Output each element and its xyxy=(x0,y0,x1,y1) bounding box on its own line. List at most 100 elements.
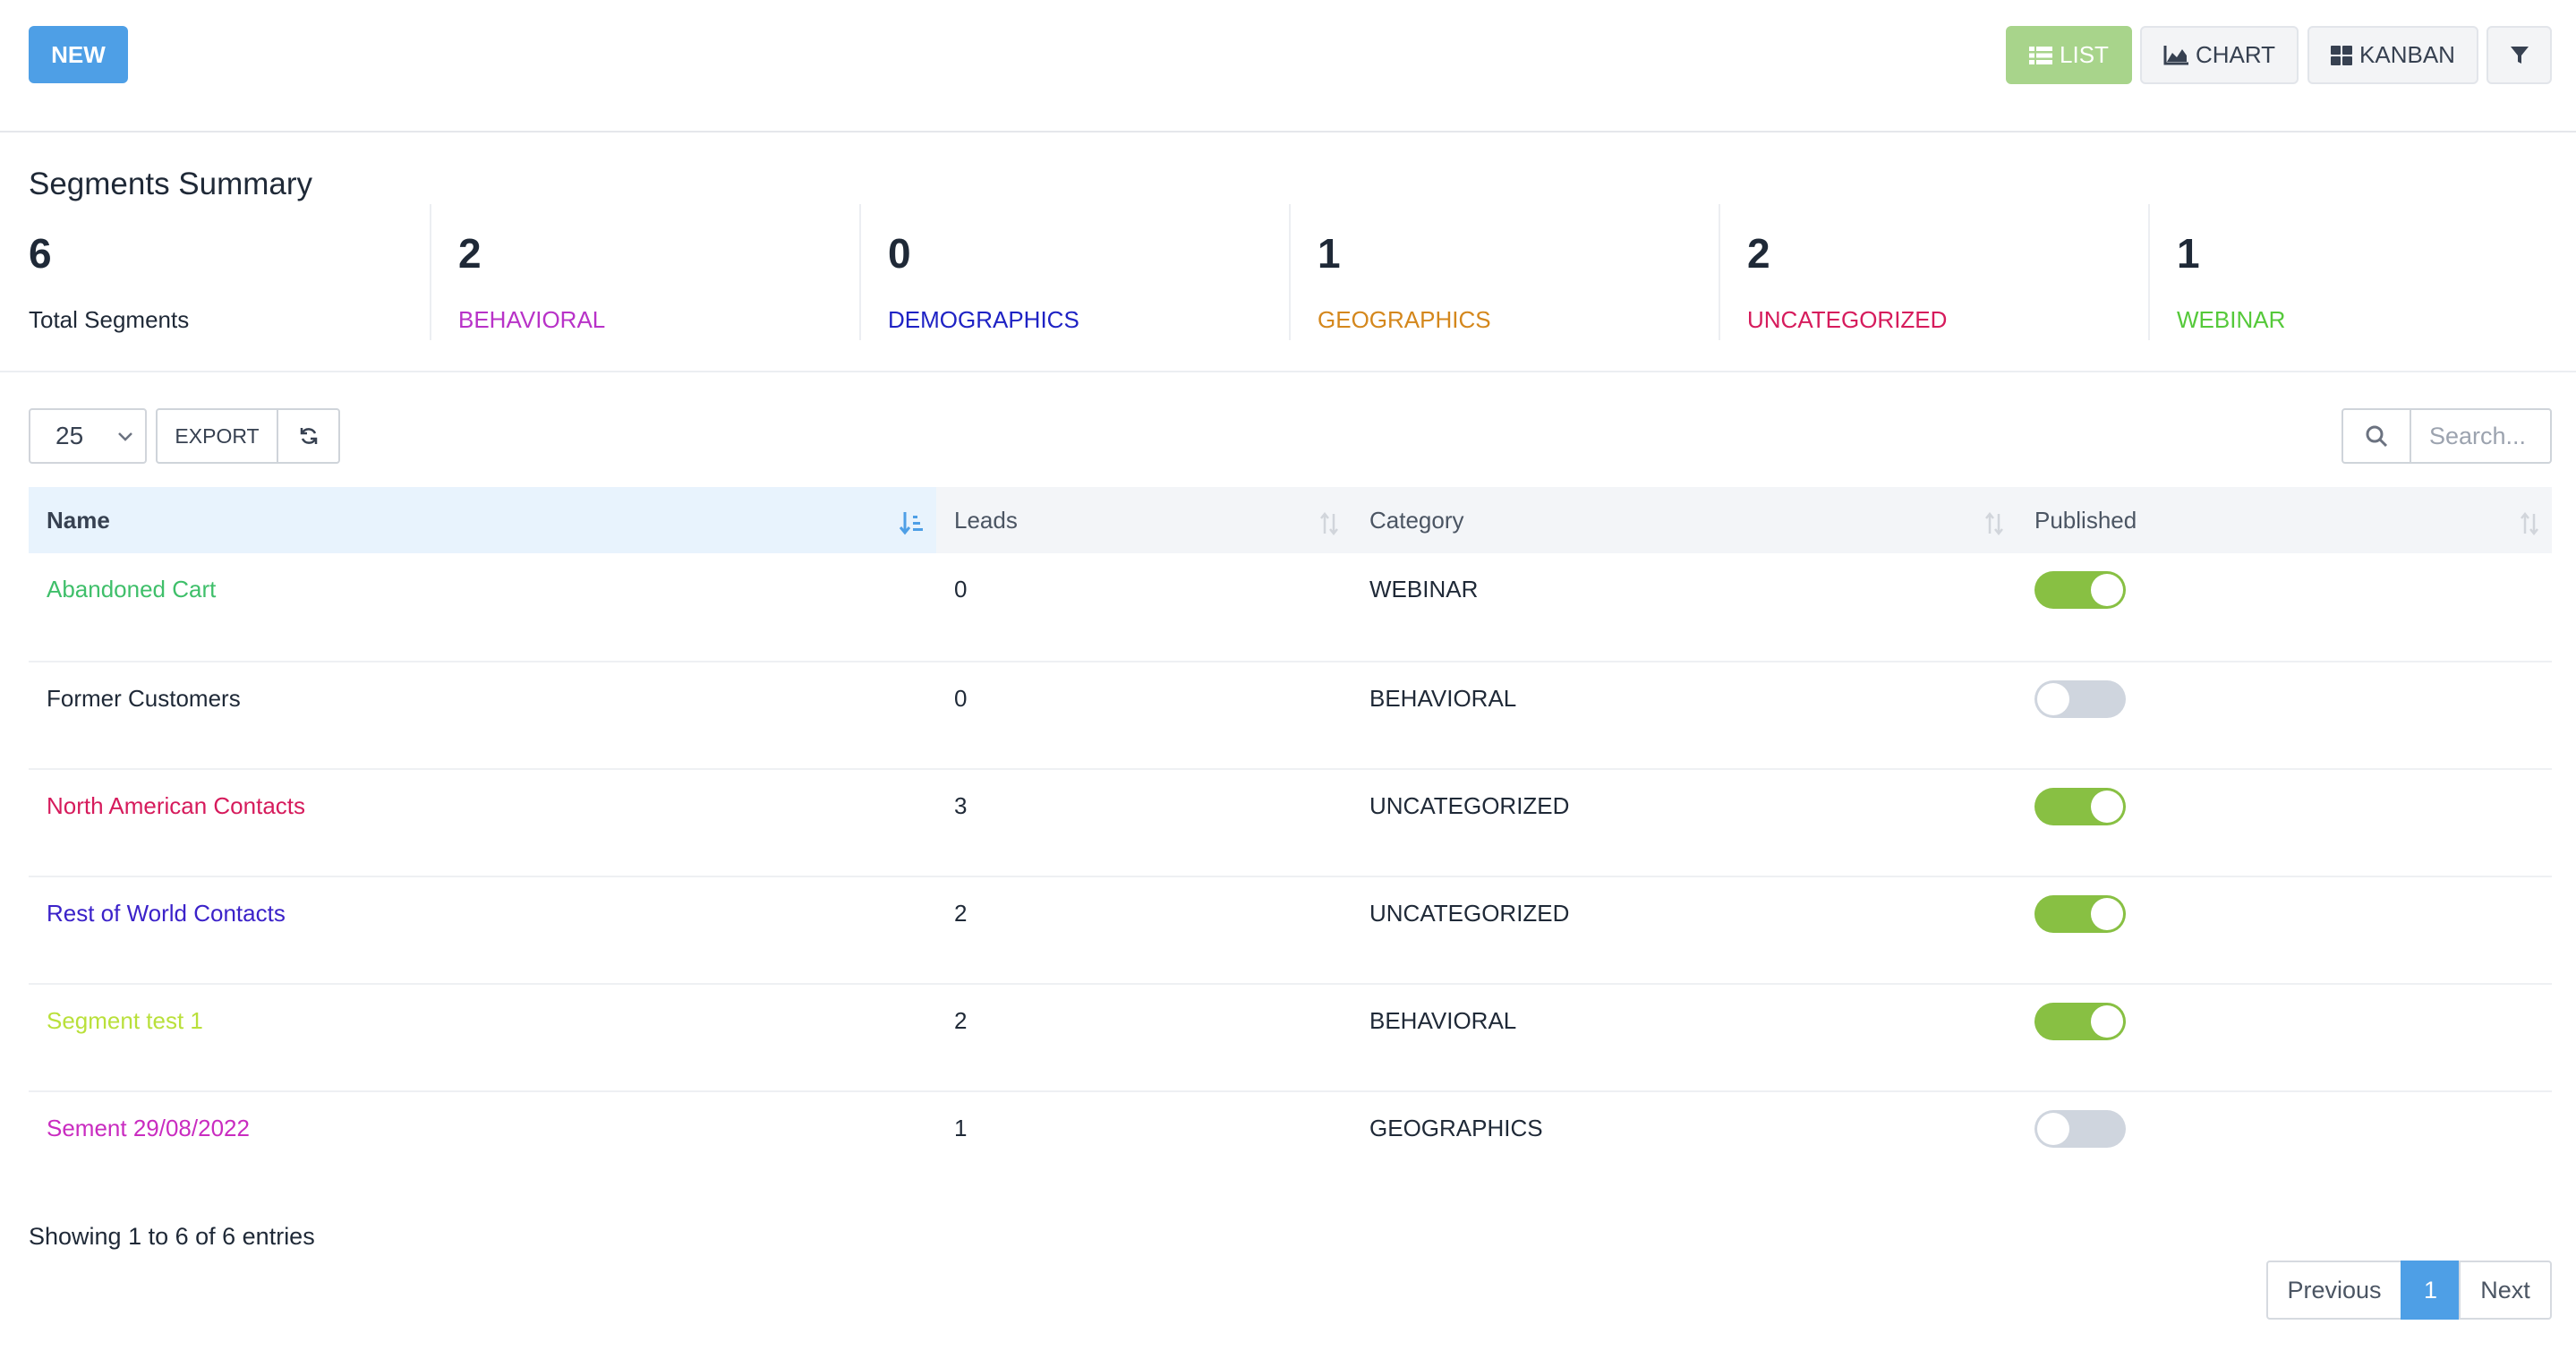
sort-icon xyxy=(2521,512,2538,535)
toggle-knob xyxy=(2091,574,2123,606)
table-info: Showing 1 to 6 of 6 entries xyxy=(29,1223,315,1250)
stat-value: 2 xyxy=(1747,230,1770,277)
stat-value: 1 xyxy=(1318,230,1341,277)
column-header-name[interactable]: Name xyxy=(29,487,936,553)
toggle-knob xyxy=(2037,1113,2069,1145)
table-row: Segment test 1 2 BEHAVIORAL xyxy=(29,983,2552,1090)
top-toolbar: NEW LIST CHART KANBAN xyxy=(0,0,2576,132)
stat-label: BEHAVIORAL xyxy=(458,306,606,333)
category-value: BEHAVIORAL xyxy=(1369,1007,1517,1034)
table-row: Sement 29/08/2022 1 GEOGRAPHICS xyxy=(29,1090,2552,1198)
search-button[interactable] xyxy=(2341,408,2411,464)
column-header-published[interactable]: Published xyxy=(2017,487,2552,553)
segment-name-link[interactable]: North American Contacts xyxy=(47,792,306,819)
published-toggle[interactable] xyxy=(2034,571,2126,609)
table-row: Abandoned Cart 0 WEBINAR xyxy=(29,553,2552,661)
category-value: GEOGRAPHICS xyxy=(1369,1115,1543,1141)
kanban-view-button[interactable]: KANBAN xyxy=(2307,26,2478,84)
kanban-view-label: KANBAN xyxy=(2359,41,2455,68)
stat-divider xyxy=(1719,204,1720,340)
stat-label: WEBINAR xyxy=(2177,306,2286,333)
published-toggle[interactable] xyxy=(2034,788,2126,825)
segment-name-link[interactable]: Abandoned Cart xyxy=(47,576,217,603)
refresh-button[interactable] xyxy=(277,408,340,464)
filter-icon xyxy=(2510,46,2529,64)
grid-icon xyxy=(2331,45,2353,65)
category-value: UNCATEGORIZED xyxy=(1369,792,1570,819)
leads-count: 2 xyxy=(954,1007,968,1034)
search-icon xyxy=(2366,425,2388,448)
stat-label: DEMOGRAPHICS xyxy=(888,306,1079,333)
column-label: Published xyxy=(2034,506,2137,534)
published-toggle[interactable] xyxy=(2034,1110,2126,1148)
stat-divider xyxy=(859,204,861,340)
toggle-knob xyxy=(2091,791,2123,823)
area-chart-icon xyxy=(2163,45,2188,64)
search-input[interactable] xyxy=(2410,408,2552,464)
column-label: Leads xyxy=(954,506,1018,534)
new-button[interactable]: NEW xyxy=(29,26,128,83)
published-toggle[interactable] xyxy=(2034,895,2126,933)
stat-divider xyxy=(1289,204,1291,340)
chevron-down-icon xyxy=(118,432,132,441)
segment-name-link[interactable]: Former Customers xyxy=(47,685,241,712)
page-size-value: 25 xyxy=(55,422,84,449)
sort-ascending-icon xyxy=(899,512,923,535)
toggle-knob xyxy=(2091,1005,2123,1038)
toggle-knob xyxy=(2091,898,2123,930)
stat-label: UNCATEGORIZED xyxy=(1747,306,1948,333)
pagination-page-1-button[interactable]: 1 xyxy=(2401,1261,2461,1320)
column-label: Category xyxy=(1369,506,1464,534)
refresh-icon xyxy=(300,428,317,444)
column-header-category[interactable]: Category xyxy=(1352,487,2017,553)
stat-label: Total Segments xyxy=(29,306,190,333)
list-icon xyxy=(2029,46,2053,64)
column-header-leads[interactable]: Leads xyxy=(936,487,1352,553)
leads-count: 0 xyxy=(954,685,968,712)
stat-label: GEOGRAPHICS xyxy=(1318,306,1491,333)
toggle-knob xyxy=(2037,683,2069,715)
leads-count: 1 xyxy=(954,1115,968,1141)
table-row: North American Contacts 3 UNCATEGORIZED xyxy=(29,768,2552,876)
chart-view-label: CHART xyxy=(2195,41,2276,68)
published-toggle[interactable] xyxy=(2034,1003,2126,1040)
pagination-next-button[interactable]: Next xyxy=(2459,1261,2552,1320)
stat-value: 2 xyxy=(458,230,482,277)
stat-value: 0 xyxy=(888,230,911,277)
column-label: Name xyxy=(47,506,110,534)
stat-divider xyxy=(2148,204,2150,340)
page-size-select[interactable]: 25 xyxy=(29,408,147,464)
segment-name-link[interactable]: Rest of World Contacts xyxy=(47,900,286,927)
stat-demographics[interactable]: 0 DEMOGRAPHICS xyxy=(888,204,1282,340)
stat-behavioral[interactable]: 2 BEHAVIORAL xyxy=(458,204,852,340)
category-value: BEHAVIORAL xyxy=(1369,685,1517,712)
leads-count: 0 xyxy=(954,576,968,603)
sort-icon xyxy=(1985,512,2003,535)
category-value: WEBINAR xyxy=(1369,576,1479,603)
stat-geographics[interactable]: 1 GEOGRAPHICS xyxy=(1318,204,1711,340)
leads-count: 3 xyxy=(954,792,968,819)
pagination-previous-button[interactable]: Previous xyxy=(2266,1261,2402,1320)
stat-uncategorized[interactable]: 2 UNCATEGORIZED xyxy=(1747,204,2141,340)
table-row: Former Customers 0 BEHAVIORAL xyxy=(29,661,2552,768)
stat-value: 1 xyxy=(2177,230,2200,277)
list-view-button[interactable]: LIST xyxy=(2006,26,2132,84)
stat-value: 6 xyxy=(29,230,52,277)
sort-icon xyxy=(1320,512,1338,535)
stat-divider xyxy=(430,204,431,340)
summary-divider xyxy=(0,371,2576,372)
segment-name-link[interactable]: Segment test 1 xyxy=(47,1007,203,1034)
summary-title: Segments Summary xyxy=(29,167,313,201)
segment-name-link[interactable]: Sement 29/08/2022 xyxy=(47,1115,250,1141)
export-button[interactable]: EXPORT xyxy=(156,408,278,464)
filter-button[interactable] xyxy=(2486,26,2552,84)
stat-webinar[interactable]: 1 WEBINAR xyxy=(2177,204,2544,340)
chart-view-button[interactable]: CHART xyxy=(2140,26,2299,84)
table-header: Name Leads Category Published xyxy=(29,487,2552,553)
published-toggle[interactable] xyxy=(2034,680,2126,718)
table-row: Rest of World Contacts 2 UNCATEGORIZED xyxy=(29,876,2552,983)
leads-count: 2 xyxy=(954,900,968,927)
stat-total-segments: 6 Total Segments xyxy=(29,204,422,340)
list-view-label: LIST xyxy=(2060,41,2109,68)
category-value: UNCATEGORIZED xyxy=(1369,900,1570,927)
